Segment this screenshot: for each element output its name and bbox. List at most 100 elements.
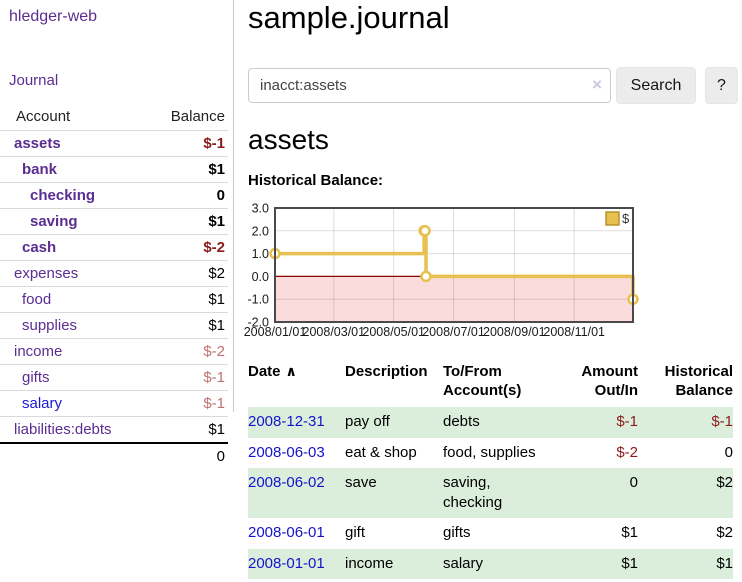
account-row: bank $1 xyxy=(0,156,228,183)
sidebar-item-journal[interactable]: Journal xyxy=(9,72,59,89)
svg-text:2008/03/01: 2008/03/01 xyxy=(303,325,366,339)
account-balance: $1 xyxy=(149,416,228,443)
balance-column-header: Historical Balance xyxy=(664,363,733,400)
account-link[interactable]: expenses xyxy=(14,265,79,282)
account-row: cash $-2 xyxy=(0,234,228,261)
sidebar-divider xyxy=(233,0,234,412)
accounts-total-row: 0 xyxy=(0,442,228,469)
account-link[interactable]: cash xyxy=(22,239,57,256)
transaction-amount: 0 xyxy=(629,474,638,492)
account-row: assets $-1 xyxy=(0,130,228,157)
transaction-row: 2008-12-31 pay off debts $-1 $-1 xyxy=(248,407,733,438)
transaction-description: income xyxy=(345,554,394,572)
account-row: supplies $1 xyxy=(0,312,228,339)
accounts-total-spacer xyxy=(0,442,150,469)
account-row: food $1 xyxy=(0,286,228,313)
search-box: × xyxy=(248,68,611,103)
transaction-accounts: salary xyxy=(443,554,484,572)
search-form: × Search ? xyxy=(248,67,738,104)
account-balance: $1 xyxy=(149,312,228,339)
accounts-table: Account Balance assets $-1 bank $1 check… xyxy=(0,104,228,469)
account-row: gifts $-1 xyxy=(0,364,228,391)
search-button[interactable]: Search xyxy=(616,67,696,104)
account-link[interactable]: liabilities:debts xyxy=(14,421,112,438)
account-link[interactable]: food xyxy=(22,291,52,308)
accounts-header-row: Account Balance xyxy=(0,104,228,131)
transaction-date-link[interactable]: 2008-06-01 xyxy=(248,524,325,542)
description-column-header: Description xyxy=(345,363,428,380)
account-row: income $-2 xyxy=(0,338,228,365)
transaction-description: gift xyxy=(345,524,366,542)
account-column-header: Account xyxy=(16,108,71,125)
balance-column-header: Balance xyxy=(170,108,225,125)
account-balance: $-1 xyxy=(149,364,228,391)
svg-text:2008/09/01: 2008/09/01 xyxy=(483,325,546,339)
transaction-amount: $1 xyxy=(621,524,638,542)
account-link[interactable]: gifts xyxy=(22,369,50,386)
clear-search-icon[interactable]: × xyxy=(592,75,602,94)
account-balance: $1 xyxy=(149,208,228,235)
transaction-accounts: saving, checking xyxy=(443,474,503,511)
app-title-link[interactable]: hledger-web xyxy=(9,8,98,25)
transaction-row: 2008-06-01 gift gifts $1 $2 xyxy=(248,518,733,549)
search-help-button[interactable]: ? xyxy=(705,67,738,104)
transaction-accounts: gifts xyxy=(443,524,471,542)
account-row: checking 0 xyxy=(0,182,228,209)
account-row: salary $-1 xyxy=(0,390,228,417)
account-link[interactable]: bank xyxy=(22,161,58,178)
account-balance: $1 xyxy=(149,156,228,183)
amount-column-header: Amount Out/In xyxy=(581,363,638,400)
chart-canvas: $3.0 2.0 1.0 0.0 -1.0 -2.02008/01/012008/03/0… xyxy=(244,202,639,339)
sort-ascending-icon: ∧ xyxy=(285,363,297,379)
transaction-row: 2008-06-02 save saving, checking 0 $2 xyxy=(248,468,733,519)
page-title: sample.journal xyxy=(248,0,450,35)
account-balance: $-2 xyxy=(149,234,228,261)
transaction-date-link[interactable]: 2008-06-02 xyxy=(248,474,325,492)
account-balance: 0 xyxy=(149,182,228,209)
transaction-row: 2008-01-01 income salary $1 $1 xyxy=(248,548,733,580)
transaction-date-link[interactable]: 2008-06-03 xyxy=(248,443,325,461)
account-link[interactable]: supplies xyxy=(22,317,78,334)
account-row: expenses $2 xyxy=(0,260,228,287)
account-link[interactable]: assets xyxy=(14,135,61,152)
svg-text:-1.0: -1.0 xyxy=(247,293,269,307)
svg-text:$: $ xyxy=(622,211,630,226)
svg-text:1.0: 1.0 xyxy=(252,247,269,261)
account-balance: $1 xyxy=(149,286,228,313)
svg-text:2.0: 2.0 xyxy=(252,224,269,238)
account-row: saving $1 xyxy=(0,208,228,235)
transaction-description: eat & shop xyxy=(345,443,417,461)
account-link[interactable]: salary xyxy=(22,395,63,412)
svg-text:2008/11/01: 2008/11/01 xyxy=(543,325,605,339)
account-row: liabilities:debts $1 xyxy=(0,416,228,443)
register-header-row: Date ∧ Description To/From Account(s) Amo… xyxy=(248,362,733,407)
search-input[interactable] xyxy=(248,68,611,103)
transaction-row: 2008-06-03 eat & shop food, supplies $-2… xyxy=(248,438,733,469)
accounts-column-header: To/From Account(s) xyxy=(443,363,522,400)
transaction-amount: $-1 xyxy=(616,413,638,431)
account-balance: $-1 xyxy=(149,130,228,157)
account-link[interactable]: saving xyxy=(30,213,78,230)
transaction-balance: 0 xyxy=(724,443,733,461)
account-link[interactable]: income xyxy=(14,343,63,360)
svg-text:2008/07/01: 2008/07/01 xyxy=(422,325,485,339)
date-column-header[interactable]: Date ∧ xyxy=(248,363,297,380)
transaction-balance: $2 xyxy=(716,524,733,542)
transaction-accounts: food, supplies xyxy=(443,443,536,461)
register-table: Date ∧ Description To/From Account(s) Amo… xyxy=(248,362,733,580)
svg-text:0.0: 0.0 xyxy=(252,270,269,284)
transaction-accounts: debts xyxy=(443,413,480,431)
transaction-balance: $2 xyxy=(716,474,733,492)
account-balance: $-1 xyxy=(149,390,228,417)
account-balance: $2 xyxy=(149,260,228,287)
transaction-date-link[interactable]: 2008-01-01 xyxy=(248,554,325,572)
transaction-description: save xyxy=(345,474,377,492)
transaction-date-link[interactable]: 2008-12-31 xyxy=(248,413,325,431)
svg-text:2008/01/01: 2008/01/01 xyxy=(244,325,307,339)
chart-title: Historical Balance: xyxy=(248,172,384,189)
svg-text:-2.0: -2.0 xyxy=(247,316,269,330)
svg-text:3.0: 3.0 xyxy=(252,202,269,216)
historical-balance-chart: $3.0 2.0 1.0 0.0 -1.0 -2.0 2008/01/01 2008/03/0… xyxy=(240,195,700,345)
transaction-amount: $1 xyxy=(621,554,638,572)
account-link[interactable]: checking xyxy=(30,187,96,204)
